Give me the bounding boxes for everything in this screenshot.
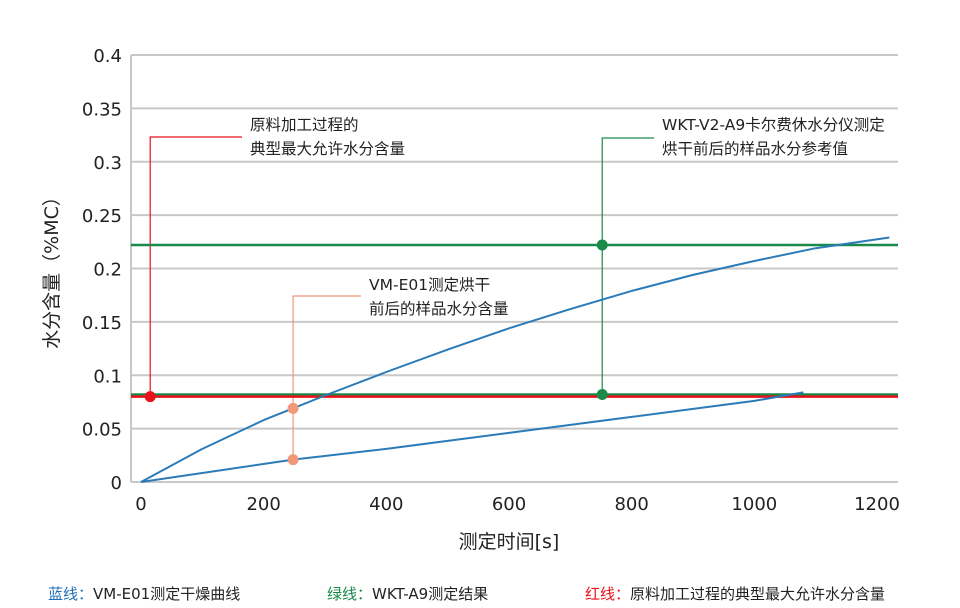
x-tick-label: 800 <box>614 494 648 515</box>
data-point-marker <box>287 402 299 414</box>
drying-curve <box>140 236 890 483</box>
y-axis-title: 水分含量（%MC） <box>41 187 63 349</box>
y-tick-label: 0.1 <box>93 366 122 387</box>
annotation-text: 前后的样品水分含量 <box>369 300 509 318</box>
annotation-text: WKT-V2-A9卡尔费休水分仪测定 <box>662 116 885 134</box>
y-tick-label: 0.2 <box>93 260 122 281</box>
x-tick-label: 600 <box>492 494 526 515</box>
y-tick-label: 0.15 <box>82 313 122 334</box>
y-tick-label: 0.3 <box>93 153 122 174</box>
legend-item-green: 绿线：WKT-A9测定结果 <box>327 583 488 604</box>
moisture-chart: 0 0.05 0.1 0.15 0.2 0.25 0.3 0.35 0.4 0 200 400 600… <box>41 46 900 553</box>
data-point-marker <box>596 388 608 400</box>
x-axis-title: 测定时间[s] <box>459 531 560 553</box>
legend-item-blue: 蓝线：VM-E01测定干燥曲线 <box>48 583 240 604</box>
data-point-marker <box>144 391 156 403</box>
y-tick-label: 0.05 <box>82 420 122 441</box>
annotation-leaders <box>149 136 654 460</box>
legend-text-green: WKT-A9测定结果 <box>372 585 489 603</box>
annotation-text: 原料加工过程的 <box>250 116 359 134</box>
gridlines <box>130 54 898 483</box>
y-tick-label: 0.25 <box>82 206 122 227</box>
y-tick-label: 0 <box>111 473 122 494</box>
x-tick-label: 400 <box>369 494 403 515</box>
x-tick-label: 200 <box>246 494 280 515</box>
y-tick-label: 0.4 <box>93 46 122 67</box>
legend-item-red: 红线：原料加工过程的典型最大允许水分含量 <box>585 583 885 604</box>
legend-text-blue: VM-E01测定干燥曲线 <box>93 585 241 603</box>
x-tick-label: 1000 <box>731 494 777 515</box>
y-tick-label: 0.35 <box>82 99 122 120</box>
y-axis-ticks: 0 0.05 0.1 0.15 0.2 0.25 0.3 0.35 0.4 <box>82 46 122 494</box>
annotation-leader-line <box>292 295 361 460</box>
data-point-marker <box>596 239 608 251</box>
annotation-text: 典型最大允许水分含量 <box>250 140 405 158</box>
legend-key-blue: 蓝线： <box>48 585 94 603</box>
annotation-text: 烘干前后的样品水分参考值 <box>662 140 848 158</box>
x-axis-ticks: 0 200 400 600 800 1000 1200 <box>135 494 900 515</box>
annotation-text: VM-E01测定烘干 <box>369 276 490 294</box>
data-point-marker <box>287 454 299 466</box>
data-markers <box>144 239 608 466</box>
legend-text-red: 原料加工过程的典型最大允许水分含量 <box>630 585 886 603</box>
annotation-leader-line <box>149 136 242 397</box>
drying-curve <box>140 391 804 483</box>
legend-key-red: 红线： <box>585 585 631 603</box>
x-tick-label: 1200 <box>854 494 900 515</box>
x-tick-label: 0 <box>135 494 146 515</box>
annotation-leader-line <box>601 137 654 395</box>
data-series <box>131 236 898 483</box>
legend-key-green: 绿线： <box>327 585 373 603</box>
